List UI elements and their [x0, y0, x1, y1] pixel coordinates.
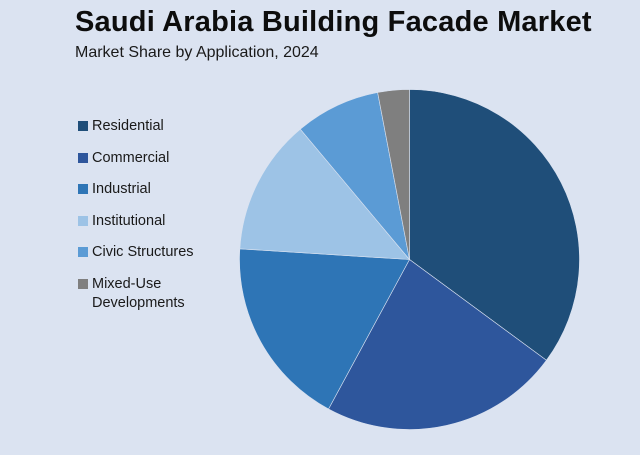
legend-label: Institutional — [92, 212, 166, 229]
legend-item-industrial: Industrial — [78, 180, 228, 212]
pie-slice-residential — [409, 89, 580, 361]
pie-slice-mixed-use-developments — [377, 89, 410, 260]
legend-swatch-icon — [78, 121, 88, 131]
legend-label: Civic Structures — [92, 244, 194, 260]
chart-legend: Residential Commercial Industrial Instit… — [78, 117, 228, 311]
pie-slice-institutional — [239, 128, 411, 260]
legend-swatch-icon — [78, 215, 88, 226]
legend-swatch-icon — [78, 278, 88, 289]
legend-label: Residential — [92, 118, 164, 134]
pie-slice-commercial — [328, 259, 547, 430]
chart-subtitle: Market Share by Application, 2024 — [75, 44, 319, 61]
legend-label: Commercial — [92, 149, 170, 166]
legend-label: Industrial — [92, 181, 151, 197]
legend-swatch-icon — [78, 184, 88, 194]
legend-item-civic-structures: Civic Structures — [78, 243, 228, 275]
legend-item-mixed-use-developments: Mixed-Use Developments — [78, 275, 228, 311]
pie-slice-industrial — [239, 248, 410, 410]
chart-title: Saudi Arabia Building Facade Market — [75, 6, 592, 38]
legend-item-residential: Residential — [78, 117, 228, 149]
legend-swatch-icon — [78, 247, 88, 257]
legend-label: Mixed-Use Developments — [92, 275, 185, 311]
legend-item-commercial: Commercial — [78, 149, 228, 181]
legend-swatch-icon — [78, 152, 88, 163]
legend-item-institutional: Institutional — [78, 212, 228, 244]
